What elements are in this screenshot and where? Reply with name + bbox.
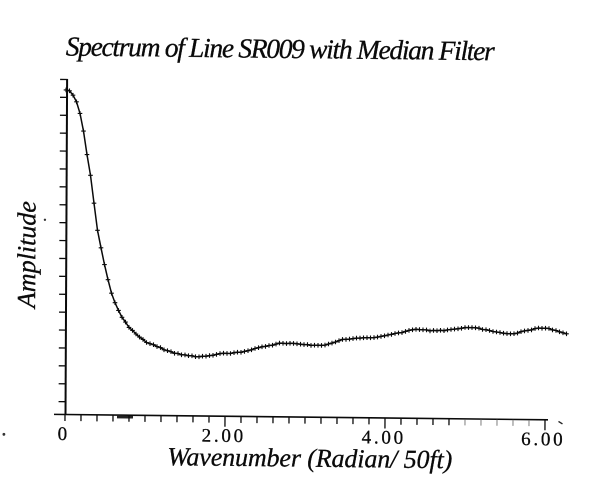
svg-text:Wavenumber (Radian/ 50ft): Wavenumber (Radian/ 50ft) (167, 442, 452, 474)
svg-text:6.00: 6.00 (521, 429, 563, 450)
svg-text:4.00: 4.00 (362, 427, 404, 448)
svg-text:0: 0 (58, 424, 68, 445)
svg-text:2.00: 2.00 (202, 426, 244, 447)
svg-text:Amplitude: Amplitude (12, 201, 42, 310)
svg-text:Spectrum of Line SR009 with Me: Spectrum of Line SR009 with Median Filte… (66, 30, 495, 66)
